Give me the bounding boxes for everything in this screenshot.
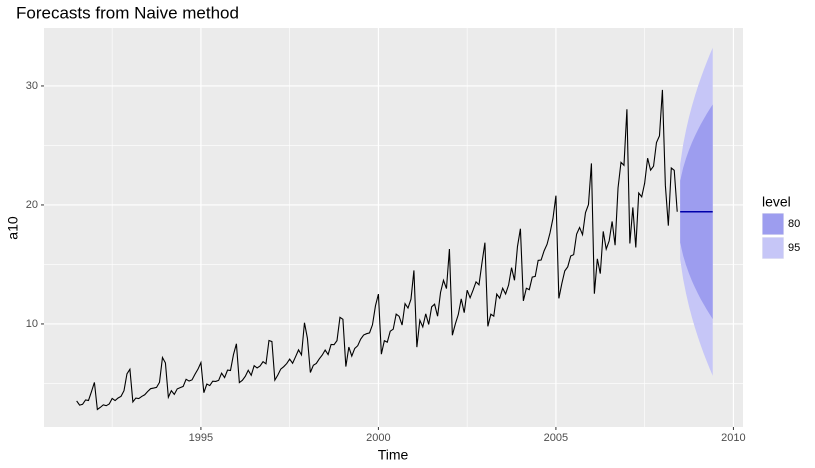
x-axis-label: Time — [378, 447, 409, 463]
x-tick-label: 2010 — [721, 432, 745, 444]
panel — [44, 28, 743, 427]
chart-title: Forecasts from Naive method — [16, 3, 239, 22]
line — [76, 89, 678, 411]
x-tick-label: 1995 — [189, 432, 213, 444]
legend-key — [762, 237, 784, 259]
y-tick-label: 10 — [26, 318, 38, 330]
y-tick-label: 20 — [26, 199, 38, 211]
x-tick-label: 2005 — [544, 432, 568, 444]
y-axis-label: a10 — [5, 216, 21, 240]
legend-key — [762, 213, 784, 235]
x-tick-label: 2000 — [366, 432, 390, 444]
legend-label: 95 — [788, 242, 800, 254]
legend-title: level — [762, 194, 791, 210]
legend-label: 80 — [788, 218, 800, 230]
y-tick-label: 30 — [26, 80, 38, 92]
